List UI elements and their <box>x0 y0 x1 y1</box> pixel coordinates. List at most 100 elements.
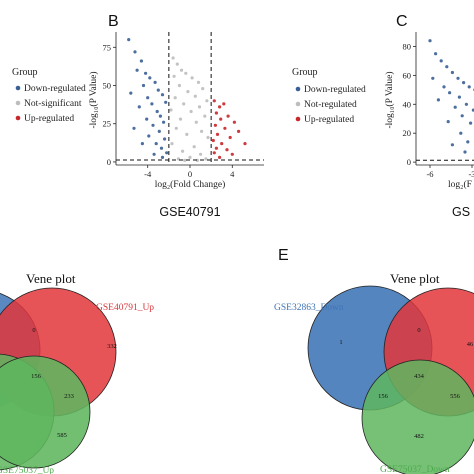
volcano-c-point-0-0 <box>428 39 432 43</box>
legend-up-c: Up-regulated <box>304 115 354 125</box>
venn-left <box>0 287 117 471</box>
volcano-plot-c: 0 20 40 60 80 -6 -3 <box>403 39 474 179</box>
volcano-b-point-1-18 <box>178 117 183 121</box>
volcano-b-point-2-5 <box>219 117 223 121</box>
volcano-b-point-1-2 <box>179 68 184 72</box>
venn-left-label-up75037: GSE75037_Up <box>0 466 54 474</box>
volcano-b-point-2-9 <box>237 129 241 133</box>
volcano-b-point-2-16 <box>225 148 229 152</box>
volcano-b-point-0-21 <box>157 129 161 133</box>
volcano-b-point-0-10 <box>146 96 150 100</box>
volcano-b-point-2-19 <box>218 155 222 159</box>
volcano-c-ytick-label-1: 20 <box>403 128 412 138</box>
volcano-b-point-1-23 <box>206 135 210 140</box>
volcano-b-point-2-2 <box>222 102 226 106</box>
volcano-b-point-0-19 <box>162 120 166 124</box>
volcano-b-ytick-label-2: 50 <box>103 81 112 91</box>
volcano-b-xtick-label-0: -4 <box>144 169 152 179</box>
volcano-b-point-1-14 <box>197 105 202 109</box>
legend-not-b-left: Not-significant <box>24 98 82 109</box>
legend-down-b-left: Down-regulated <box>24 84 86 94</box>
venn-left-num-b: 332 <box>107 343 117 350</box>
volcano-b-ytick-label-0: 0 <box>107 157 111 167</box>
volcano-b-point-0-17 <box>145 117 149 121</box>
volcano-b-point-1-21 <box>200 129 204 133</box>
legend-dot-not-c <box>295 101 301 107</box>
volcano-b-ytick-label-3: 75 <box>103 42 112 52</box>
volcano-c-point-0-5 <box>431 76 435 80</box>
volcano-b-point-2-0 <box>212 99 216 103</box>
volcano-c-point-0-2 <box>439 59 443 63</box>
caption-c: GS <box>452 205 470 219</box>
volcano-b-point-0-8 <box>129 91 133 95</box>
volcano-c-ytick-label-0: 0 <box>407 157 411 167</box>
volcano-b-point-1-4 <box>184 71 188 75</box>
volcano-b-point-0-3 <box>135 68 139 72</box>
volcano-b-ytick-label-1: 25 <box>103 119 112 129</box>
legend-title-c: Group <box>292 67 318 78</box>
volcano-b-point-0-4 <box>144 71 148 75</box>
volcano-b-point-0-18 <box>151 123 155 127</box>
volcano-b-point-1-13 <box>182 102 186 106</box>
volcano-b-point-2-11 <box>228 135 232 140</box>
volcano-b-point-2-18 <box>230 152 234 156</box>
panel-label-c: C <box>396 13 408 30</box>
panel-label-b: B <box>108 13 119 30</box>
volcano-b-point-1-9 <box>186 90 190 94</box>
volcano-b-point-1-1 <box>175 62 179 66</box>
volcano-b-point-2-15 <box>214 146 218 150</box>
venn-right-num-a: 1 <box>339 339 342 346</box>
venn-left-num-d: 233 <box>64 393 74 400</box>
volcano-c-ytick-label-3: 60 <box>403 70 412 80</box>
volcano-b-point-0-29 <box>160 155 165 159</box>
volcano-c-point-0-7 <box>462 81 466 85</box>
volcano-b-point-0-9 <box>156 88 160 92</box>
volcano-b-point-1-17 <box>203 114 207 118</box>
venn-right-num-d: 434 <box>414 373 425 380</box>
volcano-b-point-1-16 <box>189 109 193 114</box>
venn-right-num-c: 46 <box>467 341 474 348</box>
volcano-c-xtick-label-0: -6 <box>426 169 433 179</box>
volcano-b-point-2-7 <box>213 123 217 127</box>
venn-left-num-e: 585 <box>57 432 67 439</box>
legend-down-c: Down-regulated <box>304 85 366 95</box>
volcano-b-point-1-27 <box>199 152 203 156</box>
volcano-plot-b: 0 25 50 75 -4 0 4 <box>103 32 264 179</box>
volcano-b-point-0-7 <box>153 80 157 84</box>
legend-dot-not-b-left <box>15 100 21 106</box>
volcano-b-point-0-11 <box>160 93 165 97</box>
volcano-c-ytick-label-4: 80 <box>403 41 412 51</box>
volcano-b-point-1-28 <box>188 155 192 159</box>
volcano-b-point-2-12 <box>211 138 215 143</box>
volcano-b-point-1-15 <box>169 108 173 112</box>
volcano-c-point-0-26 <box>450 143 454 147</box>
volcano-b-point-0-12 <box>150 102 154 106</box>
volcano-b-point-1-3 <box>172 74 176 78</box>
legend-dot-down-c <box>295 86 301 92</box>
volcano-b-point-0-22 <box>147 134 151 138</box>
vene-title-left: Vene plot <box>26 271 76 286</box>
legend-up-b-left: Up-regulated <box>24 114 74 124</box>
volcano-b-xtick-label-2: 4 <box>230 169 235 179</box>
legend-dot-up-b-left <box>15 115 21 121</box>
volcano-b-point-2-10 <box>215 132 220 136</box>
venn-right-label-down32863: GSE32863_Down <box>274 303 344 313</box>
volcano-b-point-1-19 <box>194 120 198 124</box>
venn-right-circle-green <box>361 359 474 474</box>
legend-dot-up-c <box>295 116 301 122</box>
volcano-c-point-0-16 <box>453 105 457 109</box>
volcano-b-point-2-13 <box>220 142 224 146</box>
volcano-b-point-1-7 <box>177 83 181 88</box>
volcano-c-point-0-25 <box>466 140 470 144</box>
volcano-b-point-1-6 <box>196 80 201 84</box>
venn-right-label-down75037: GSE75037_Down <box>380 465 450 474</box>
venn-left-label-up40791: GSE40791_Up <box>96 303 154 313</box>
legend-not-c: Not-regulated <box>304 100 357 110</box>
volcano-b-point-0-13 <box>137 105 141 109</box>
volcano-c-point-0-17 <box>471 108 474 112</box>
volcano-b-point-0-28 <box>152 152 156 156</box>
volcano-b-point-0-20 <box>132 126 136 130</box>
volcano-b-point-0-23 <box>163 137 167 141</box>
venn-left-num-c: 156 <box>31 373 42 380</box>
